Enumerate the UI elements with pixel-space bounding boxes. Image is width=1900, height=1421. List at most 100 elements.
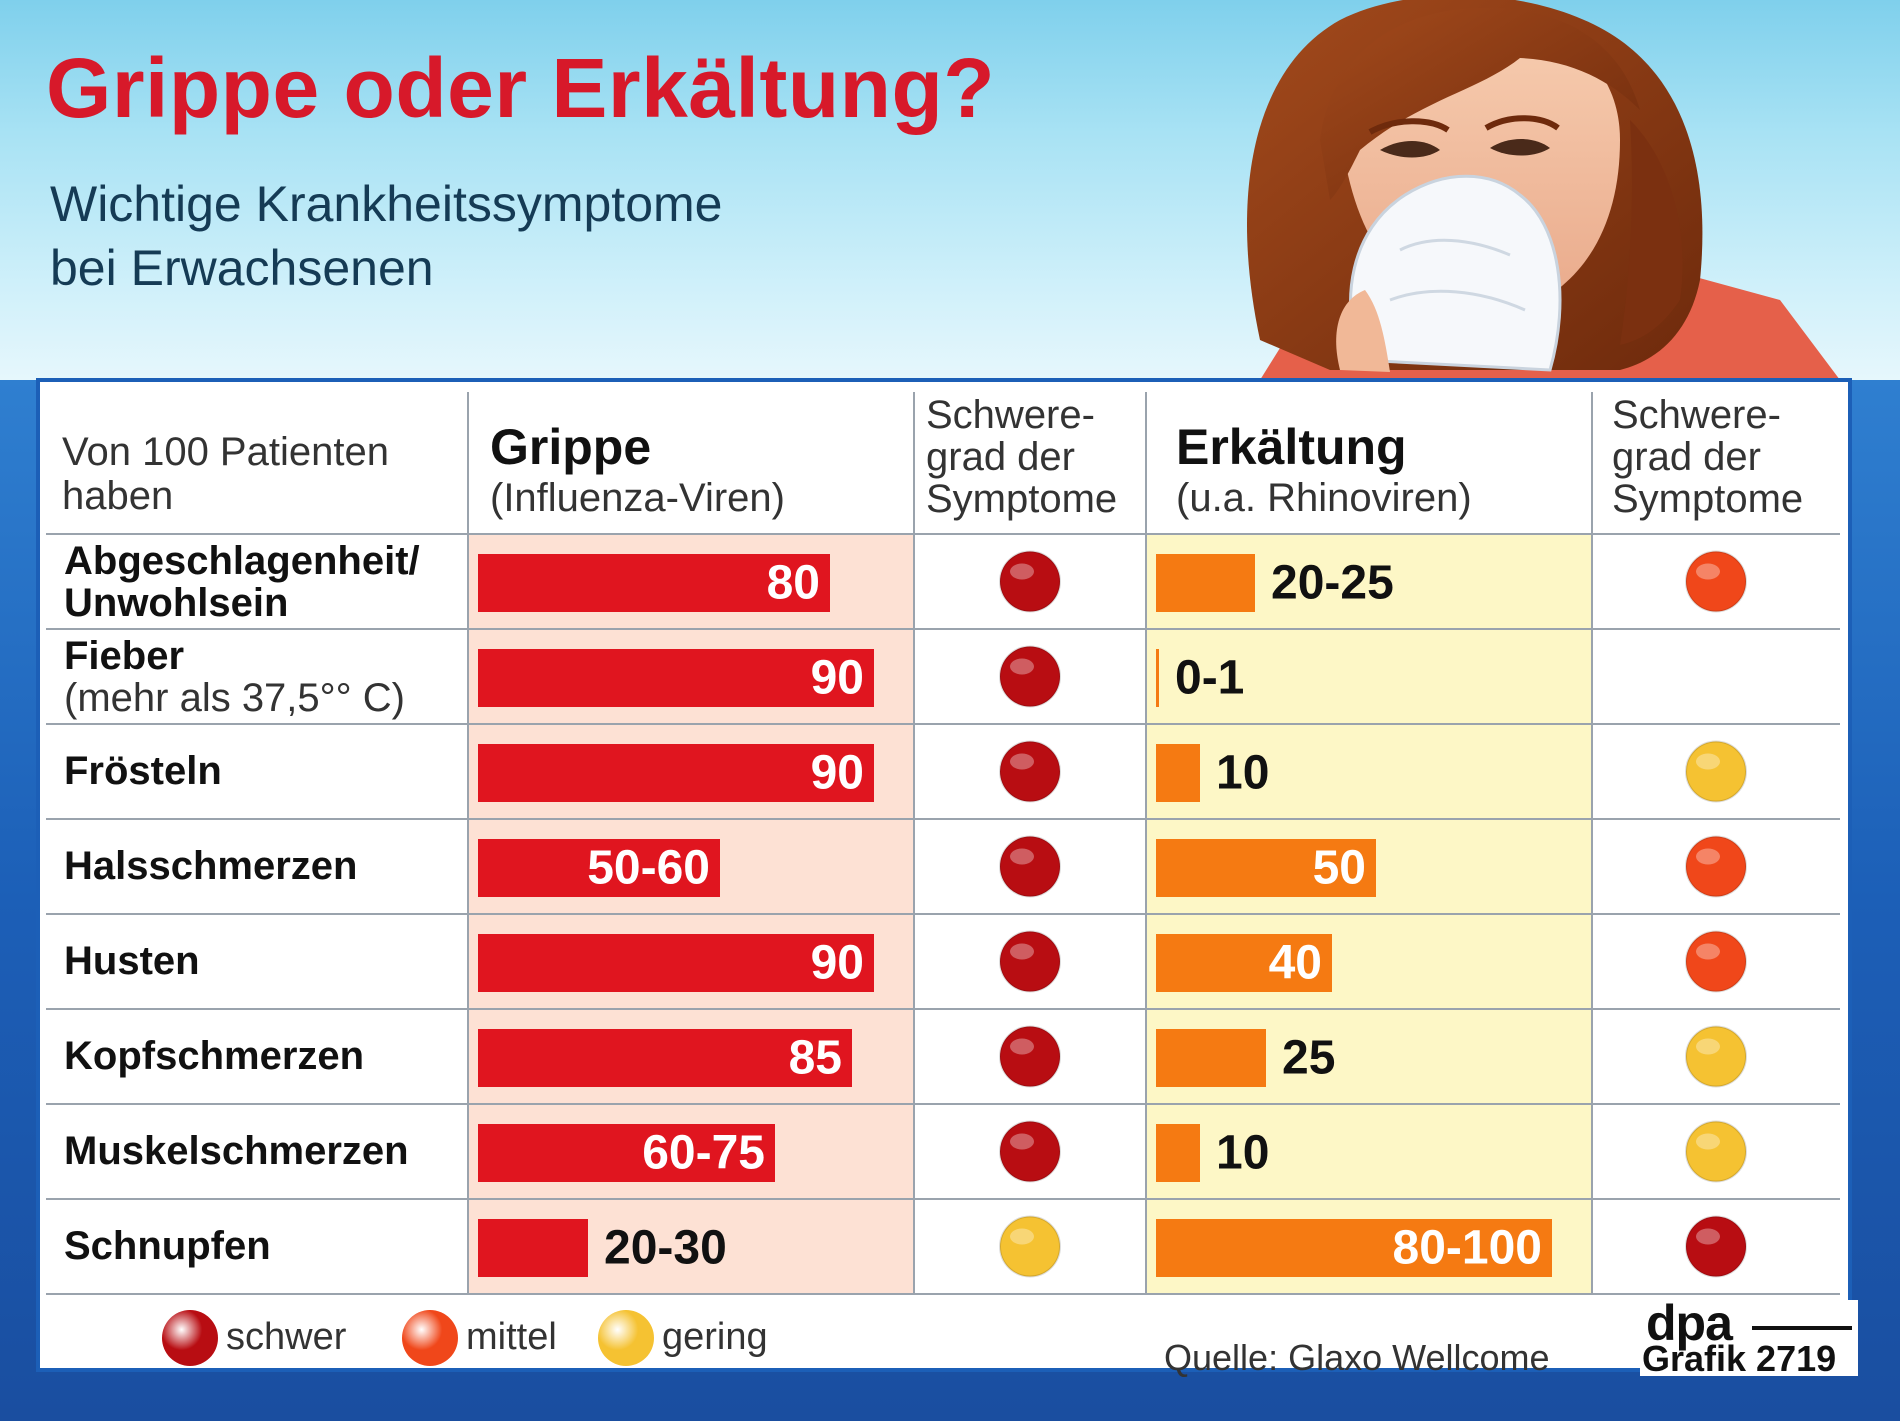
hair-side-shape [1620,120,1683,345]
cold-severity-dot [1685,550,1747,613]
right-brow-shape [1484,115,1560,131]
right-eye-shape [1490,139,1550,156]
row-label-line: Unwohlsein [64,581,289,625]
cold-bar [1156,1219,1552,1277]
flu-bar [478,1124,775,1182]
flu-severity-dot-highlight [1010,1228,1034,1245]
cold-value-label: 50 [1313,842,1366,895]
mittel-legend-dot [402,1310,458,1366]
cold-bar [1156,934,1332,992]
flu-value-label: 90 [811,747,864,800]
flu-severity-dot [999,550,1061,613]
row-label: Schnupfen [64,1224,271,1268]
flu-bar [478,1029,852,1087]
cold-severity-dot-highlight [1696,848,1720,865]
row-label: Fieber (mehr als 37,5°° C) [64,635,405,719]
left-brow-shape [1368,118,1450,135]
flu-bar [478,649,874,707]
schwer-legend-dot [162,1310,218,1366]
flu-severity-dot-highlight [1010,563,1034,580]
graphic-id: Grafik 2719 [1642,1338,1837,1379]
cold-bar [1156,554,1255,612]
cold-severity-dot [1685,740,1747,803]
flu-severity-dot [999,1120,1061,1183]
cold-severity-dot-highlight [1696,753,1720,770]
flu-severity-dot [999,1215,1061,1278]
flu-severity-dot-highlight [1010,753,1034,770]
flu-bar [478,839,720,897]
hand-shape [1336,290,1390,372]
gering-legend-dot [598,1310,654,1366]
flu-severity-header-line-3: Symptome [926,477,1118,521]
cold-bar [1156,744,1200,802]
flu-value-label: 90 [811,937,864,990]
flu-severity-dot-highlight [1010,943,1034,960]
row-label-line: Abgeschlagenheit/ [64,539,420,583]
flu-column-title: Grippe [490,419,652,475]
flu-bar [478,554,830,612]
cold-bar [1156,1029,1266,1087]
source-note: Quelle: Glaxo Wellcome [1164,1337,1550,1378]
cold-severity-header-line-3: Symptome [1612,477,1804,521]
flu-value-label: 80 [767,557,820,610]
cold-severity-dot-highlight [1696,563,1720,580]
flu-value-label: 60-75 [642,1127,765,1180]
flu-bar [478,934,874,992]
flu-value-label: 20-30 [604,1222,727,1275]
flu-value-label: 50-60 [587,842,710,895]
flu-severity-dot [999,1025,1061,1088]
cold-severity-dot [1685,1215,1747,1278]
cold-severity-dot [1685,1120,1747,1183]
row-label-note: (mehr als 37,5°° C) [64,676,405,720]
cold-bar [1156,1124,1200,1182]
page-subtitle: Wichtige Krankheitssymptome bei Erwachse… [50,172,722,300]
flu-severity-dot-highlight [1010,1038,1034,1055]
cold-bar [1156,839,1376,897]
cold-severity-dot [1685,835,1747,898]
dpa-logo-text: dpa [1646,1295,1733,1351]
dpa-logo-rule [1752,1326,1852,1330]
flu-severity-dot [999,930,1061,993]
flu-severity-dot-highlight [1010,848,1034,865]
cold-severity-dot-highlight [1696,1133,1720,1150]
cold-severity-dot-highlight [1696,943,1720,960]
hair-fringe-shape [1320,7,1640,200]
cold-column-subtitle: (u.a. Rhinoviren) [1176,476,1472,520]
cold-column-title: Erkältung [1176,419,1407,475]
flu-severity-dot [999,645,1061,708]
flu-severity-dot-highlight [1010,1133,1034,1150]
cold-severity-header: Schwere- grad der Symptome [1612,394,1803,520]
cold-value-label: 25 [1282,1032,1335,1085]
tissue-shape [1349,174,1562,372]
cold-value-label: 0-1 [1175,652,1244,705]
woman-with-tissue-illustration [1247,0,1840,380]
mittel-legend-label: mittel [466,1316,557,1358]
cold-severity-dot-highlight [1696,1038,1720,1055]
cold-column-header: Erkältung (u.a. Rhinoviren) [1176,418,1472,521]
flu-severity-dot-highlight [1010,658,1034,675]
gering-legend-label: gering [662,1316,768,1358]
cold-severity-dot [1685,1025,1747,1088]
row-label: Husten [64,939,200,983]
flu-column-subtitle: (Influenza-Viren) [490,476,785,520]
dpa-logo: dpa Grafik 2719 [1640,1295,1858,1379]
table-intro-line-1: Von 100 Patienten [62,430,389,474]
flu-severity-header-line-1: Schwere- [926,393,1095,437]
flu-severity-dot [999,835,1061,898]
table-intro: Von 100 Patienten haben [62,430,389,518]
cold-value-label: 80-100 [1393,1222,1542,1275]
flu-value-label: 85 [789,1032,842,1085]
row-label: Frösteln [64,749,222,793]
table-intro-line-2: haben [62,474,174,518]
row-label: Abgeschlagenheit/Unwohlsein [64,540,420,624]
cold-value-label: 20-25 [1271,557,1394,610]
schwer-legend-label: schwer [226,1316,347,1358]
subtitle-line-1: Wichtige Krankheitssymptome [50,176,723,232]
cold-value-label: 10 [1216,1127,1269,1180]
flu-severity-header: Schwere- grad der Symptome [926,394,1117,520]
left-eye-shape [1380,141,1440,158]
row-label: Muskelschmerzen [64,1129,409,1173]
flu-value-label: 90 [811,652,864,705]
symptom-table: 80 20-25 90 0-1 90 10 50-60 50 90 40 85 25 60-75 10 20… [36,378,1858,1379]
